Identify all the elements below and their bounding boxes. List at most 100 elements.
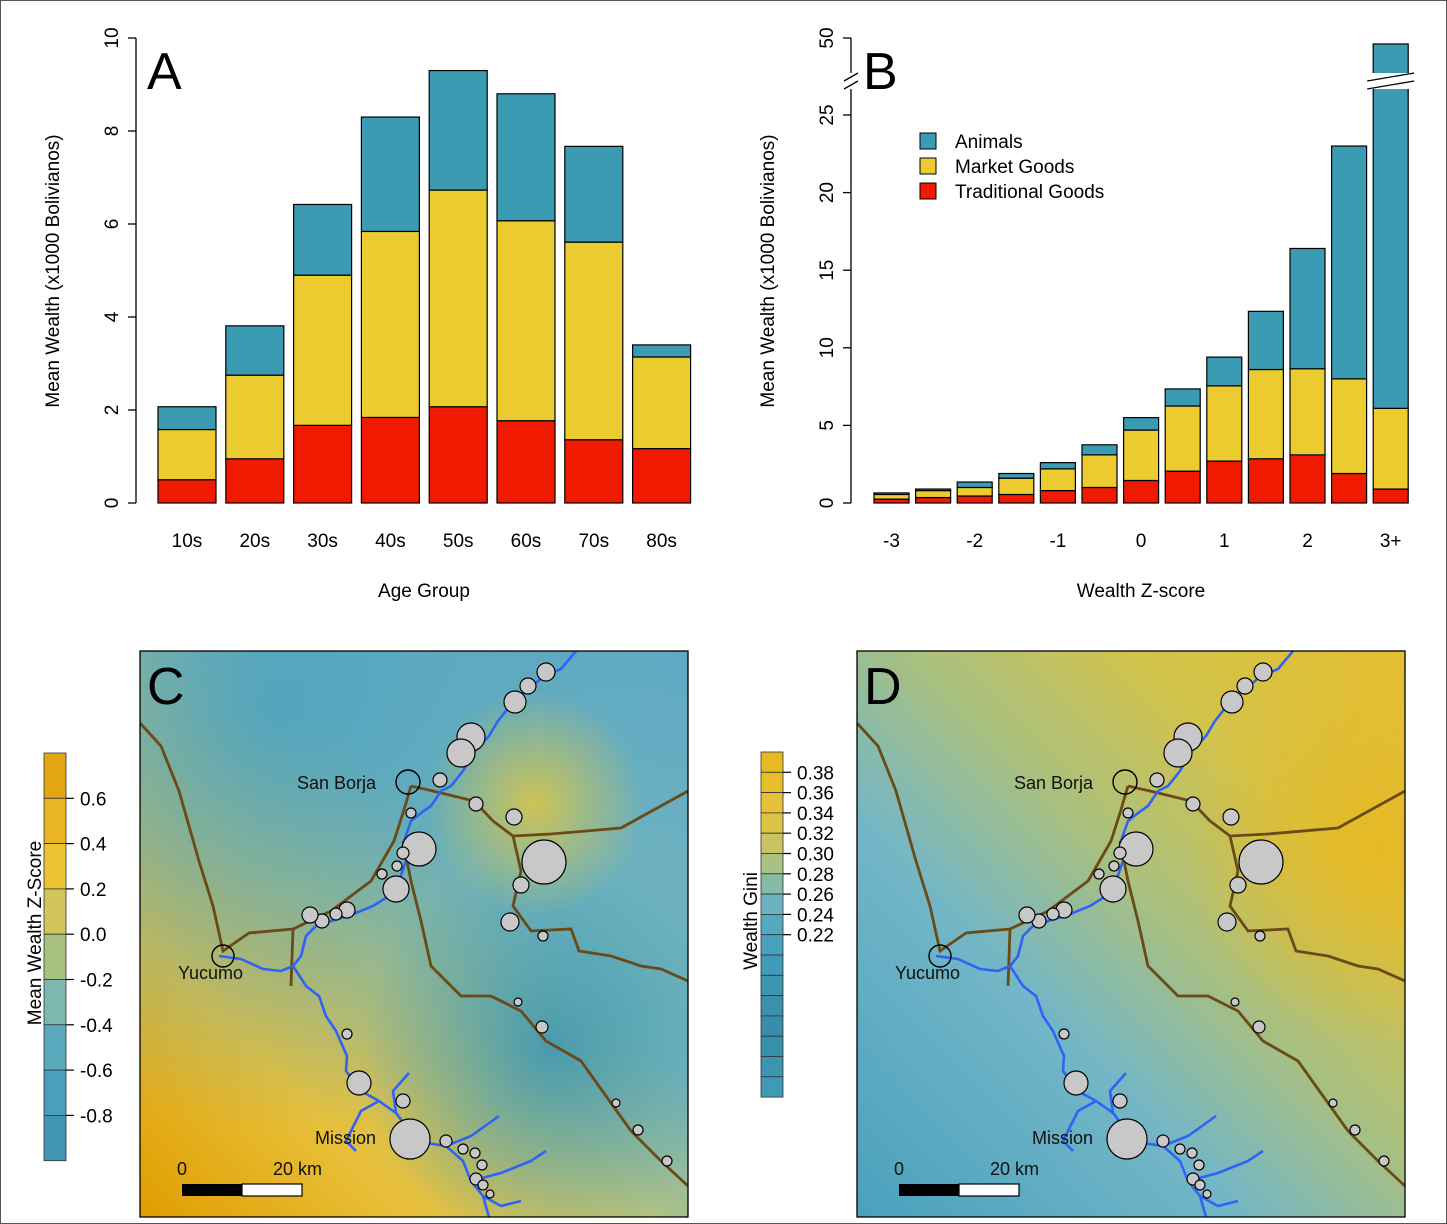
panel-b-bar-market-goods--2	[956, 486, 993, 497]
panel-c-legend-tick-label: -0.6	[80, 1061, 113, 1082]
panel-c-legend-band	[43, 797, 67, 844]
panel-a-x-tick-label: 50s	[443, 531, 474, 552]
panel-d-community-marker	[1236, 677, 1254, 695]
panel-d-community-marker	[1349, 1124, 1361, 1136]
panel-b-bar-animals-1	[1206, 356, 1243, 387]
panel-a-bar-animals-10s	[157, 406, 217, 431]
legend-label-traditional-goods: Traditional Goods	[955, 182, 1104, 203]
panel-d-legend-band	[760, 853, 784, 875]
panel-b-bar-traditional-goods-1-5	[1247, 458, 1285, 504]
panel-b-x-tick-label: -2	[966, 531, 983, 552]
panel-c-community-marker	[457, 1143, 469, 1155]
panel-b-x-ticks: -3 -2 -1 0 1 2 3+	[883, 531, 1401, 552]
panel-a-bar-traditional-goods-40s	[360, 416, 420, 504]
scale-bar-d: 0 20 km	[894, 1159, 1039, 1197]
panel-c-legend-band	[43, 843, 67, 890]
panel-a-x-tick-label: 40s	[375, 531, 406, 552]
panel-a-bar-animals-50s	[428, 69, 488, 191]
panel-c-river	[445, 1114, 500, 1148]
panel-d-letter: D	[864, 658, 902, 716]
panel-a-bar-market-goods-50s	[428, 189, 488, 408]
panel-c-legend-title: Mean Wealth Z-Score	[25, 841, 46, 1025]
panel-a-bar-animals-70s	[564, 145, 624, 243]
panel-c-community-marker	[536, 662, 556, 682]
panel-d-features	[857, 651, 1405, 1217]
panel-c-community-marker	[301, 906, 319, 924]
panel-d-river	[1061, 1099, 1097, 1152]
panel-b-bar-animals-2-5	[1330, 145, 1368, 380]
place-label-yucumo-d: Yucumo	[895, 963, 960, 983]
panel-a-y-tick-label: 8	[102, 126, 123, 137]
panel-d-legend-band	[760, 812, 784, 834]
panel-d-legend-tick-label: 0.38	[797, 763, 834, 784]
panel-b-bar-animals--1-5	[998, 472, 1035, 479]
panel-d-community-marker	[1106, 1118, 1148, 1160]
panel-c-community-marker	[376, 868, 388, 880]
panel-a-y-label: Mean Wealth (x1000 Bolivianos)	[43, 134, 64, 407]
panel-d-legend-tick-label: 0.28	[797, 865, 834, 886]
panel-b-bar-animals--2	[956, 481, 993, 489]
panel-d-legend-band	[760, 873, 784, 895]
panel-d-community-marker	[1229, 876, 1247, 894]
panel-d-legend-title: Wealth Gini	[741, 872, 762, 970]
panel-b-bar-animals--2-5	[914, 488, 952, 492]
panel-c-legend-tick-label: 0.2	[80, 880, 106, 901]
panel-d-community-marker	[1112, 1093, 1128, 1109]
panel-d-legend-tick-label: 0.30	[797, 845, 834, 866]
panel-b-y-tick-label: 25	[817, 104, 838, 125]
panel-b-x-tick-label: 1	[1219, 531, 1230, 552]
panel-c-legend-band	[43, 1115, 67, 1162]
panel-d-legend-tick-label: 0.22	[797, 926, 834, 947]
panel-c-community-marker	[341, 1028, 353, 1040]
panel-a-bar-traditional-goods-70s	[564, 439, 624, 504]
panel-d: D 0.380.360.340.320.300.280.260.240.22 W…	[741, 650, 1406, 1218]
panel-b-x-label: Wealth Z-score	[1077, 581, 1205, 602]
panel-d-community-marker	[1238, 839, 1284, 885]
panel-c-community-marker	[503, 690, 527, 714]
panel-b-bar-market-goods--1-5	[998, 477, 1035, 496]
panel-b-bar-market-goods-1	[1206, 385, 1243, 462]
panel-a-bars	[157, 69, 692, 504]
panel-c-community-marker	[468, 796, 484, 812]
panel-c-river	[470, 1149, 547, 1183]
panel-b-bar-animals--1	[1039, 462, 1077, 470]
legend: Animals Market Goods Traditional Goods	[919, 132, 1104, 203]
panel-b-bar-traditional-goods--2-5	[914, 496, 952, 504]
panel-c-community-marker	[521, 839, 567, 885]
panel-c-legend-band	[43, 888, 67, 935]
panel-b-bar-traditional-goods-2	[1289, 454, 1326, 504]
panel-c: C 0.6 0.4 0.2 0.0 -0.2 -0.4 -0.6 -0.8 Mean Weal…	[25, 650, 689, 1218]
panel-c-town-marker-san-borja	[395, 769, 421, 795]
panel-c-community-marker	[519, 677, 537, 695]
panel-c-community-marker	[446, 738, 476, 768]
panel-d-legend-band	[760, 792, 784, 814]
panel-a-x-label: Age Group	[378, 581, 470, 602]
legend-swatch-market-goods	[919, 157, 937, 175]
legend-swatch-traditional-goods	[919, 182, 937, 200]
panel-b-x-tick-label: 2	[1302, 531, 1313, 552]
scale-label-20km-d: 20 km	[990, 1159, 1039, 1179]
panel-a-bar-animals-20s	[225, 325, 285, 376]
panel-d-legend-band	[760, 974, 784, 996]
panel-c-community-marker	[396, 846, 410, 860]
panel-d-community-marker	[1058, 1028, 1070, 1040]
panel-c-community-marker	[346, 1070, 372, 1096]
panel-a-x-tick-label: 70s	[578, 531, 609, 552]
panel-b-y-ticks: 0 5 10 15 20 25 50	[817, 27, 851, 508]
panel-d-river	[1199, 1194, 1239, 1208]
panel-b-bar-market-goods-3-	[1372, 407, 1409, 490]
panel-a-bar-market-goods-60s	[496, 220, 556, 422]
panel-d-legend-band	[760, 914, 784, 936]
legend-label-market-goods: Market Goods	[955, 157, 1074, 178]
panel-c-river	[344, 1099, 380, 1152]
panel-d-road	[1006, 928, 1012, 987]
panel-c-community-marker	[661, 1155, 673, 1167]
panel-d-legend-band	[760, 832, 784, 854]
panel-c-community-marker	[405, 807, 417, 819]
panel-b-y-tick-label: 0	[817, 498, 838, 509]
panel-b-letter: B	[863, 43, 898, 101]
panel-a-bar-animals-60s	[496, 93, 556, 222]
panel-a-bar-traditional-goods-60s	[496, 420, 556, 504]
legend-swatch-animals	[919, 132, 937, 150]
panel-d-community-marker	[1186, 1147, 1198, 1159]
